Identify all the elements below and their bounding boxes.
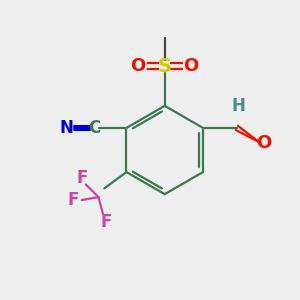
Text: H: H	[231, 97, 245, 115]
Text: S: S	[158, 57, 172, 76]
Text: N: N	[59, 119, 73, 137]
Text: O: O	[130, 57, 146, 75]
Text: O: O	[256, 134, 272, 152]
Text: F: F	[100, 213, 112, 231]
Text: O: O	[184, 57, 199, 75]
Text: F: F	[68, 191, 79, 209]
Text: C: C	[88, 119, 100, 137]
Text: F: F	[76, 169, 87, 187]
